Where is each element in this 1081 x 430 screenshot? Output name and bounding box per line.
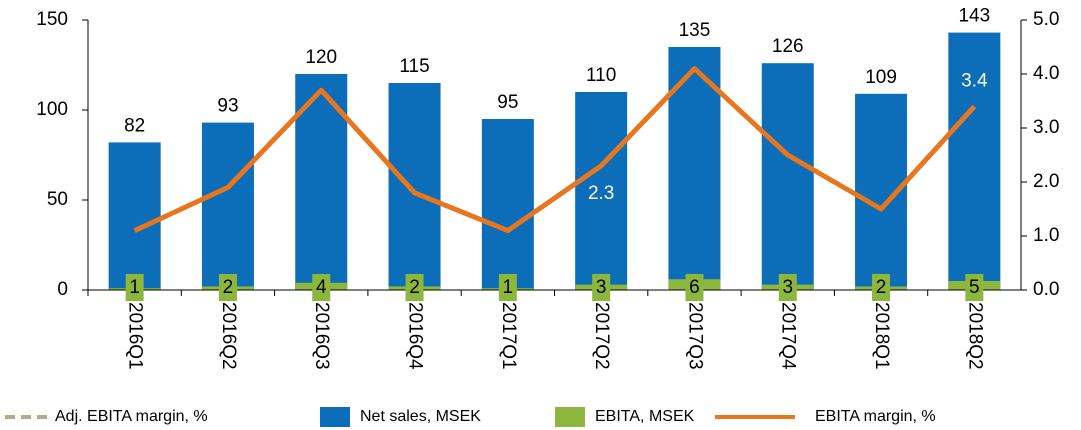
bar-label-box — [218, 274, 237, 301]
y2-tick-label: 0.0 — [1033, 279, 1059, 300]
bar-label: 93 — [217, 96, 238, 117]
bar — [761, 63, 814, 291]
x-tick-label: 2017Q1 — [498, 302, 519, 370]
bar-label: 3 — [782, 277, 793, 298]
y-tick-label: 0 — [57, 279, 68, 300]
bar-label-box — [872, 274, 891, 301]
legend-label: EBITA, MSEK — [595, 408, 695, 425]
x-tick-label: 2018Q2 — [964, 302, 985, 370]
y-tick-label: 100 — [36, 99, 68, 120]
bar-label: 1 — [129, 277, 140, 298]
bar-label: 2 — [409, 277, 420, 298]
x-tick-label: 2018Q1 — [871, 302, 892, 370]
line-series — [133, 66, 977, 234]
legend-label: Adj. EBITA margin, % — [55, 408, 208, 425]
bar-label-box — [312, 274, 331, 301]
bar-label: 6 — [689, 277, 700, 298]
x-tick-label: 2016Q4 — [405, 302, 426, 370]
y2-tick-label: 4.0 — [1033, 63, 1059, 84]
bar-label: 135 — [679, 20, 711, 41]
bar-label: 143 — [958, 6, 990, 27]
bar-label: 5 — [969, 277, 980, 298]
bar-label-box — [778, 274, 797, 301]
line-label: 2.3 — [588, 183, 614, 204]
bar-label: 109 — [865, 67, 897, 88]
x-tick-label: 2016Q1 — [125, 302, 146, 370]
bar — [108, 142, 161, 290]
bar-label: 2 — [876, 277, 887, 298]
bar — [201, 122, 254, 290]
y-tick-label: 50 — [47, 189, 68, 210]
bar-label-box — [125, 274, 144, 301]
bar-label: 126 — [772, 36, 804, 57]
bar-label-box — [965, 274, 984, 301]
x-tick-label: 2016Q3 — [311, 302, 332, 370]
bar-label: 95 — [497, 92, 518, 113]
bar-label: 1 — [503, 277, 514, 298]
bar-label-box — [685, 274, 704, 301]
line-label: 3.4 — [961, 70, 988, 91]
y2-tick-label: 5.0 — [1033, 9, 1059, 30]
bar — [481, 119, 534, 290]
bar — [948, 32, 1001, 290]
bar-label: 3 — [596, 277, 607, 298]
bar-label: 115 — [399, 56, 429, 77]
legend-swatch — [320, 407, 350, 427]
bar-label: 120 — [305, 47, 337, 68]
bar-label: 4 — [316, 277, 327, 298]
bar-label-box — [592, 274, 611, 301]
legend-label: EBITA margin, % — [815, 408, 936, 425]
x-tick-label: 2017Q2 — [591, 302, 612, 370]
y2-tick-label: 1.0 — [1033, 225, 1059, 246]
legend: Adj. EBITA margin, % Net sales, MSEK EBITA… — [5, 407, 936, 427]
bar-label: 82 — [124, 115, 145, 136]
bar — [575, 92, 628, 290]
bar-label-box — [405, 274, 424, 301]
x-tick-label: 2016Q2 — [218, 302, 239, 370]
legend-label: Net sales, MSEK — [360, 408, 481, 425]
legend-swatch — [555, 407, 585, 427]
y-tick-label: 150 — [36, 9, 68, 30]
bar-label: 2 — [223, 277, 234, 298]
y2-tick-label: 3.0 — [1033, 117, 1059, 138]
bar — [388, 83, 441, 290]
x-tick-label: 2017Q3 — [684, 302, 705, 370]
bar-label: 110 — [586, 65, 616, 86]
y2-tick-label: 2.0 — [1033, 171, 1059, 192]
bar-label-box — [498, 274, 517, 301]
x-tick-label: 2017Q4 — [778, 302, 799, 370]
